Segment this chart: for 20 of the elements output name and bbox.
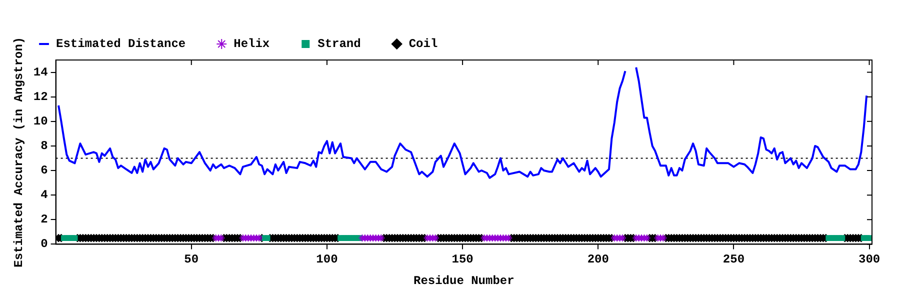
legend-label: Helix	[234, 37, 270, 52]
x-tick-label: 250	[722, 252, 745, 266]
y-tick-label: 14	[33, 65, 48, 80]
y-axis-title: Estimated Accuracy (in Angstron)	[12, 36, 26, 268]
x-tick-label: 300	[858, 252, 880, 266]
y-tick-label: 8	[40, 138, 48, 153]
x-tick-label: 150	[452, 252, 474, 266]
y-tick-label: 6	[40, 164, 48, 178]
x-tick-label: 200	[587, 252, 609, 266]
y-tick-label: 2	[40, 212, 48, 227]
y-tick-label: 4	[40, 188, 48, 202]
legend-label: Strand	[318, 37, 361, 52]
legend-label: Coil	[408, 37, 438, 52]
y-tick-label: 12	[33, 90, 48, 104]
x-tick-label: 100	[316, 252, 338, 266]
legend-label: Estimated Distance	[56, 37, 186, 52]
y-tick-label: 0	[40, 237, 48, 252]
x-axis-title: Residue Number	[413, 274, 514, 288]
x-tick-label: 50	[184, 252, 199, 266]
y-tick-label: 10	[33, 114, 48, 128]
